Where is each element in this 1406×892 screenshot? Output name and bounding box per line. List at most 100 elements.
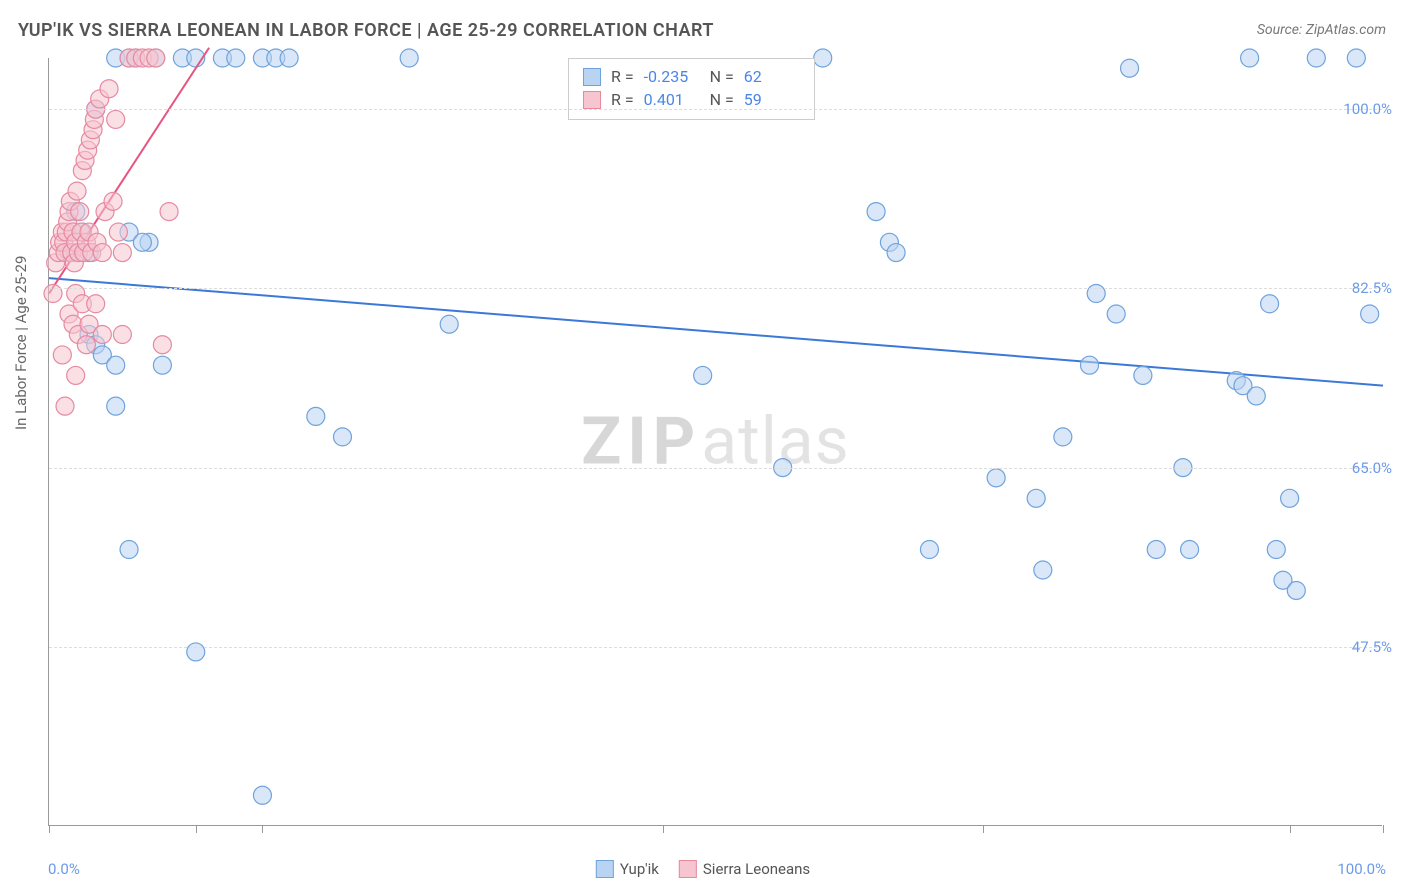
data-point [107, 397, 125, 415]
legend-item: Sierra Leoneans [679, 860, 810, 878]
data-point [187, 643, 205, 661]
data-point [280, 49, 298, 67]
x-tick [262, 825, 263, 833]
stats-swatch [583, 91, 601, 109]
stats-n-value: 59 [744, 90, 800, 109]
x-tick [983, 825, 984, 833]
grid-line [49, 647, 1382, 648]
x-tick [49, 825, 50, 833]
data-point [1134, 366, 1152, 384]
x-tick [196, 825, 197, 833]
legend-swatch [596, 860, 614, 878]
data-point [1087, 285, 1105, 303]
stats-n-value: 62 [744, 67, 800, 86]
data-point [1181, 541, 1199, 559]
y-tick-label: 47.5% [1352, 638, 1392, 656]
data-point [133, 233, 151, 251]
data-point [253, 786, 271, 804]
data-point [920, 541, 938, 559]
data-point [153, 336, 171, 354]
data-point [814, 49, 832, 67]
y-tick-label: 65.0% [1352, 459, 1392, 477]
correlation-chart: YUP'IK VS SIERRA LEONEAN IN LABOR FORCE … [0, 0, 1406, 892]
source-attribution: Source: ZipAtlas.com [1257, 22, 1386, 38]
data-point [1287, 581, 1305, 599]
data-point [1281, 489, 1299, 507]
data-point [1121, 59, 1139, 77]
x-axis-max-label: 100.0% [1337, 860, 1386, 878]
data-point [147, 49, 165, 67]
data-point [1307, 49, 1325, 67]
stats-swatch [583, 68, 601, 86]
x-tick [663, 825, 664, 833]
stats-r-value: -0.235 [644, 67, 700, 86]
data-point [56, 397, 74, 415]
data-point [68, 182, 86, 200]
stats-n-label: N = [710, 67, 734, 86]
data-point [44, 285, 62, 303]
data-point [67, 366, 85, 384]
stats-r-value: 0.401 [644, 90, 700, 109]
data-point [113, 325, 131, 343]
x-tick [1383, 825, 1384, 833]
data-point [1081, 356, 1099, 374]
legend-label: Yup'ik [620, 860, 659, 878]
data-point [1034, 561, 1052, 579]
data-point [1247, 387, 1265, 405]
data-point [227, 49, 245, 67]
legend-bottom: Yup'ik Sierra Leoneans [596, 860, 810, 878]
data-point [440, 315, 458, 333]
stats-r-label: R = [611, 90, 634, 109]
data-point [887, 244, 905, 262]
data-point [109, 223, 127, 241]
data-point [71, 203, 89, 221]
data-point [87, 295, 105, 313]
data-point [93, 325, 111, 343]
legend-swatch [679, 860, 697, 878]
y-axis-label: In Labor Force | Age 25-29 [12, 256, 30, 430]
data-point [333, 428, 351, 446]
data-point [100, 80, 118, 98]
legend-label: Sierra Leoneans [703, 860, 810, 878]
data-point [694, 366, 712, 384]
data-point [867, 203, 885, 221]
data-point [307, 407, 325, 425]
data-point [1027, 489, 1045, 507]
stats-n-label: N = [710, 90, 734, 109]
data-point [1361, 305, 1379, 323]
stats-row: R = -0.235 N = 62 [583, 65, 800, 88]
x-axis-min-label: 0.0% [48, 860, 80, 878]
legend-item: Yup'ik [596, 860, 659, 878]
grid-line [49, 109, 1382, 110]
data-point [160, 203, 178, 221]
data-point [1261, 295, 1279, 313]
data-point [400, 49, 418, 67]
stats-r-label: R = [611, 67, 634, 86]
data-point [107, 110, 125, 128]
data-point [113, 244, 131, 262]
data-point [153, 356, 171, 374]
data-point [107, 356, 125, 374]
data-point [1267, 541, 1285, 559]
data-point [120, 541, 138, 559]
data-point [53, 346, 71, 364]
x-tick [1290, 825, 1291, 833]
plot-area: ZIPatlas R =-0.235N =62R =0.401N =59 [48, 58, 1382, 826]
data-point [104, 192, 122, 210]
data-point [1054, 428, 1072, 446]
chart-title: YUP'IK VS SIERRA LEONEAN IN LABOR FORCE … [18, 20, 714, 41]
scatter-svg [49, 58, 1382, 825]
y-tick-label: 100.0% [1343, 100, 1392, 118]
stats-legend-box: R = -0.235 N = 62 R = 0.401 N = 59 [568, 58, 815, 120]
stats-row: R = 0.401 N = 59 [583, 88, 800, 111]
data-point [77, 336, 95, 354]
trend-line [49, 278, 1383, 386]
grid-line [49, 468, 1382, 469]
grid-line [49, 288, 1382, 289]
data-point [1347, 49, 1365, 67]
data-point [93, 244, 111, 262]
data-point [1147, 541, 1165, 559]
data-point [987, 469, 1005, 487]
data-point [1107, 305, 1125, 323]
y-tick-label: 82.5% [1352, 279, 1392, 297]
